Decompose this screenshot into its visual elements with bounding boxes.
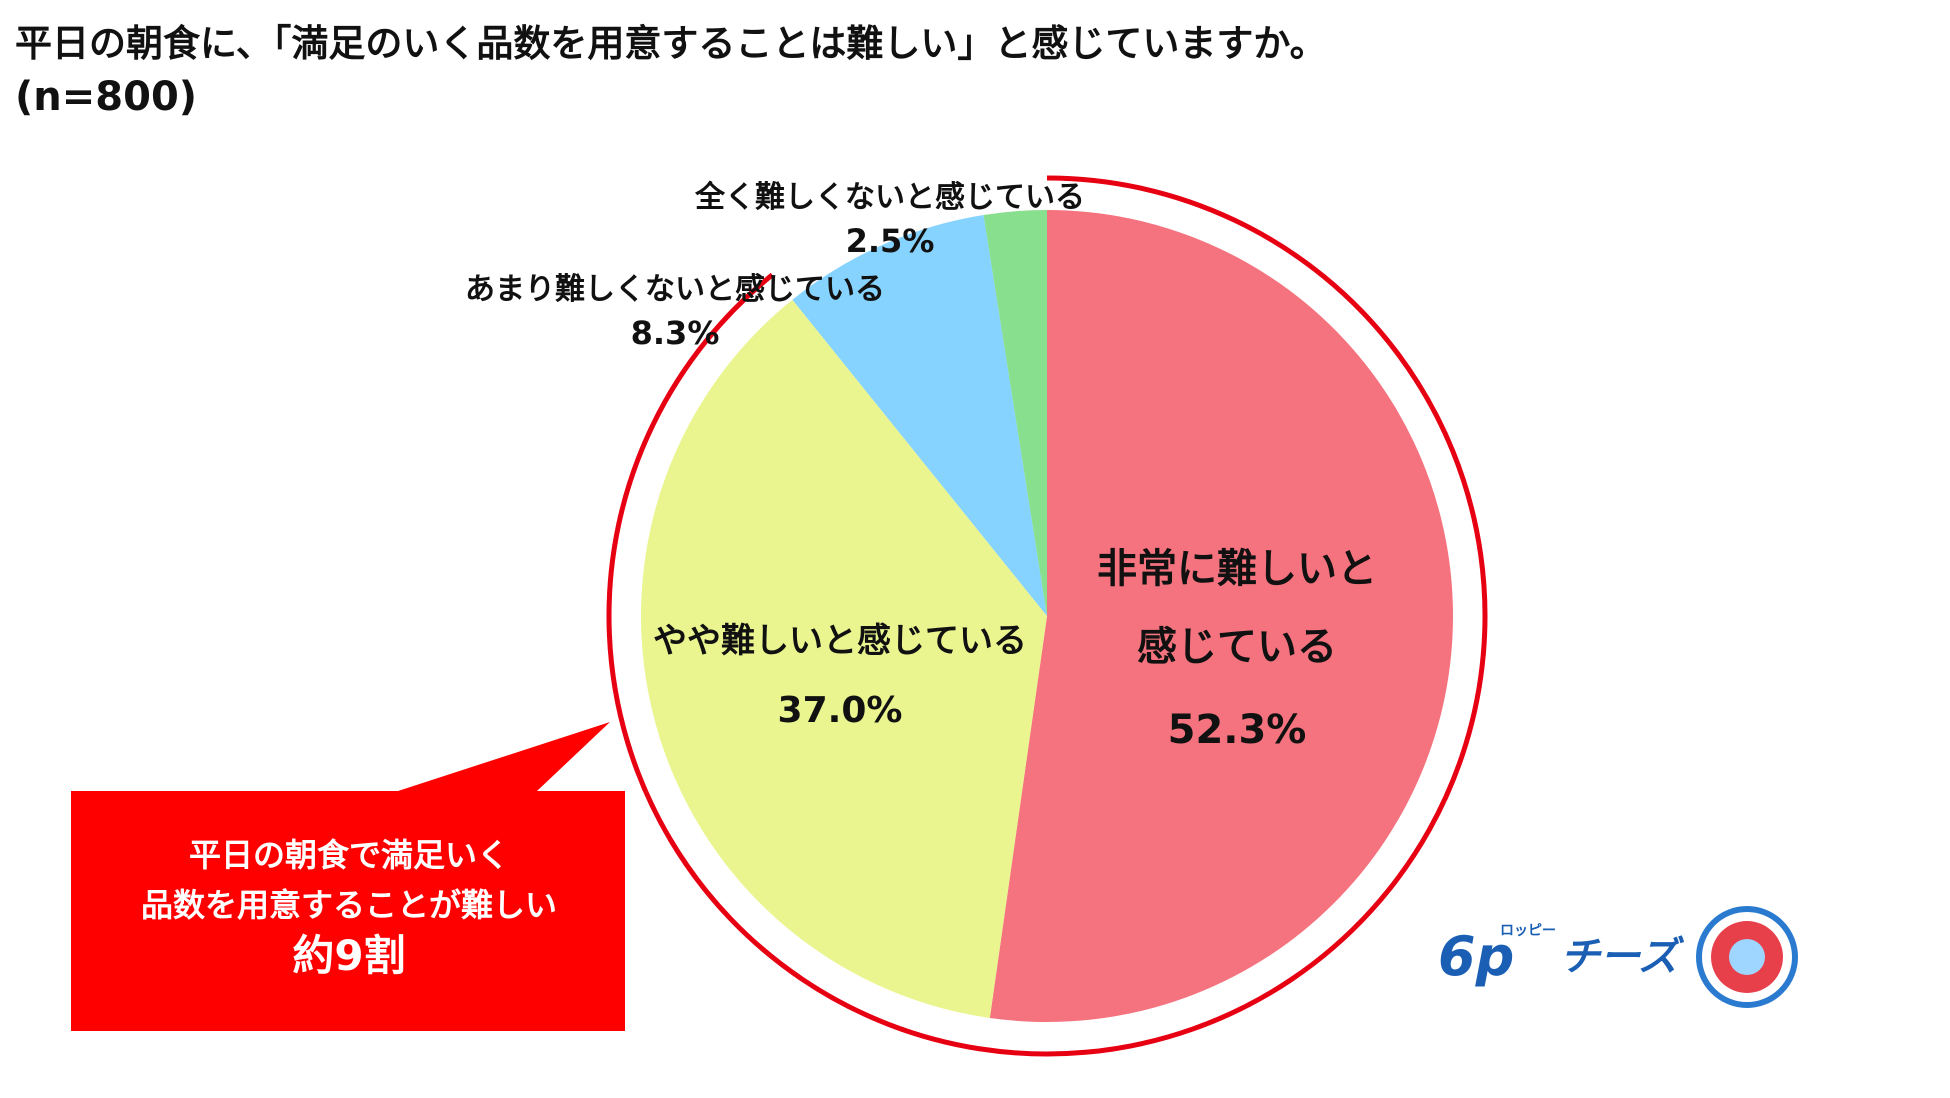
- slice-value: 8.3%: [631, 314, 720, 352]
- slice-label: やや難しいと感じている: [653, 621, 1027, 661]
- slice-label-box: 非常に難しいと感じている: [1097, 546, 1377, 670]
- logo-text: チーズ: [1560, 934, 1685, 980]
- slice-value: 2.5%: [846, 222, 935, 260]
- chart-subtitle: (n=800): [15, 74, 197, 120]
- logo: 6p ロッピー チーズ: [1438, 906, 1798, 1008]
- callout: 平日の朝食で満足いく 品数を用意することが難しい 約9割: [71, 722, 625, 1031]
- pie-slice: [641, 299, 1047, 1018]
- slice-label: あまり難しくないと感じている: [465, 272, 885, 307]
- pie-slice: [989, 210, 1453, 1022]
- chart-title: 平日の朝食に、「満足のいく品数を用意することは難しい」と感じていますか。: [15, 22, 1327, 65]
- pie-slice: [983, 210, 1047, 616]
- callout-emphasis: 約9割: [292, 931, 405, 980]
- logo-small: ロッピー: [1500, 923, 1556, 939]
- slice-label: 全く難しくないと感じている: [694, 180, 1085, 215]
- slice-value: 37.0%: [778, 690, 903, 731]
- highlight-arc: [606, 175, 1488, 1057]
- callout-text: 品数を用意することが難しい: [141, 886, 557, 924]
- slice-label: 非常に難しいと感じている: [1097, 546, 1377, 670]
- callout-box: [71, 722, 625, 1031]
- pie-slice: [792, 214, 1047, 616]
- pie: [641, 210, 1453, 1022]
- logo-center: [1729, 939, 1765, 975]
- slice-value: 52.3%: [1168, 707, 1307, 753]
- callout-text: 平日の朝食で満足いく: [189, 836, 509, 874]
- logo-mark: 6p: [1438, 925, 1514, 988]
